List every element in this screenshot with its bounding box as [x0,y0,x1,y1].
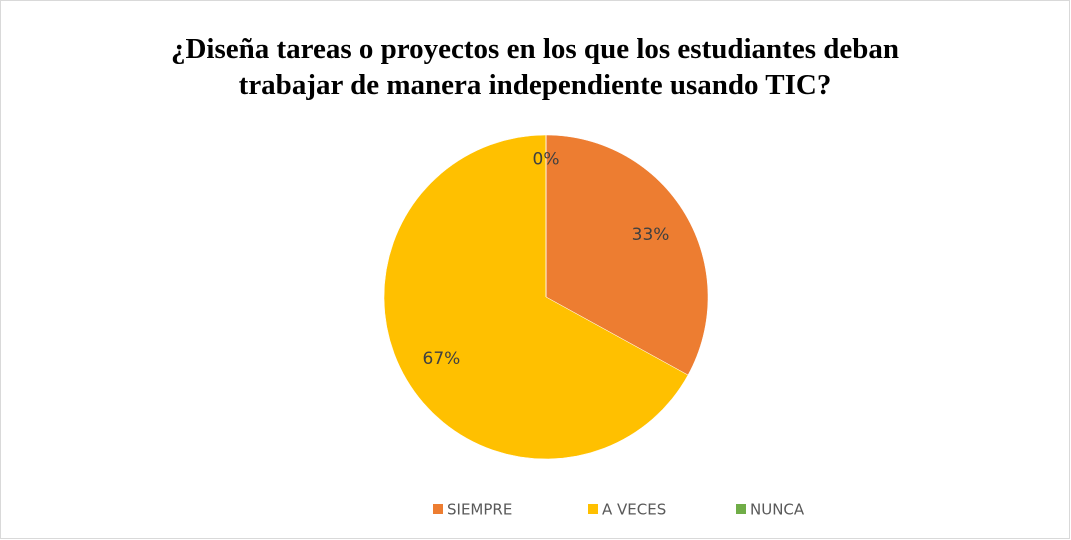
chart-title: ¿Diseña tareas o proyectos en los que lo… [171,33,899,65]
legend-swatch [736,504,746,514]
chart-title: trabajar de manera independiente usando … [239,69,832,101]
legend-swatch [588,504,598,514]
pie-slice [383,134,689,460]
data-label: 33% [632,225,670,245]
data-label: 0% [533,149,560,169]
legend-label: A VECES [602,501,666,519]
pie-slice [545,134,709,376]
data-label: 67% [423,349,461,369]
legend-label: NUNCA [750,501,805,519]
legend-label: SIEMPRE [447,501,512,519]
legend-swatch [433,504,443,514]
